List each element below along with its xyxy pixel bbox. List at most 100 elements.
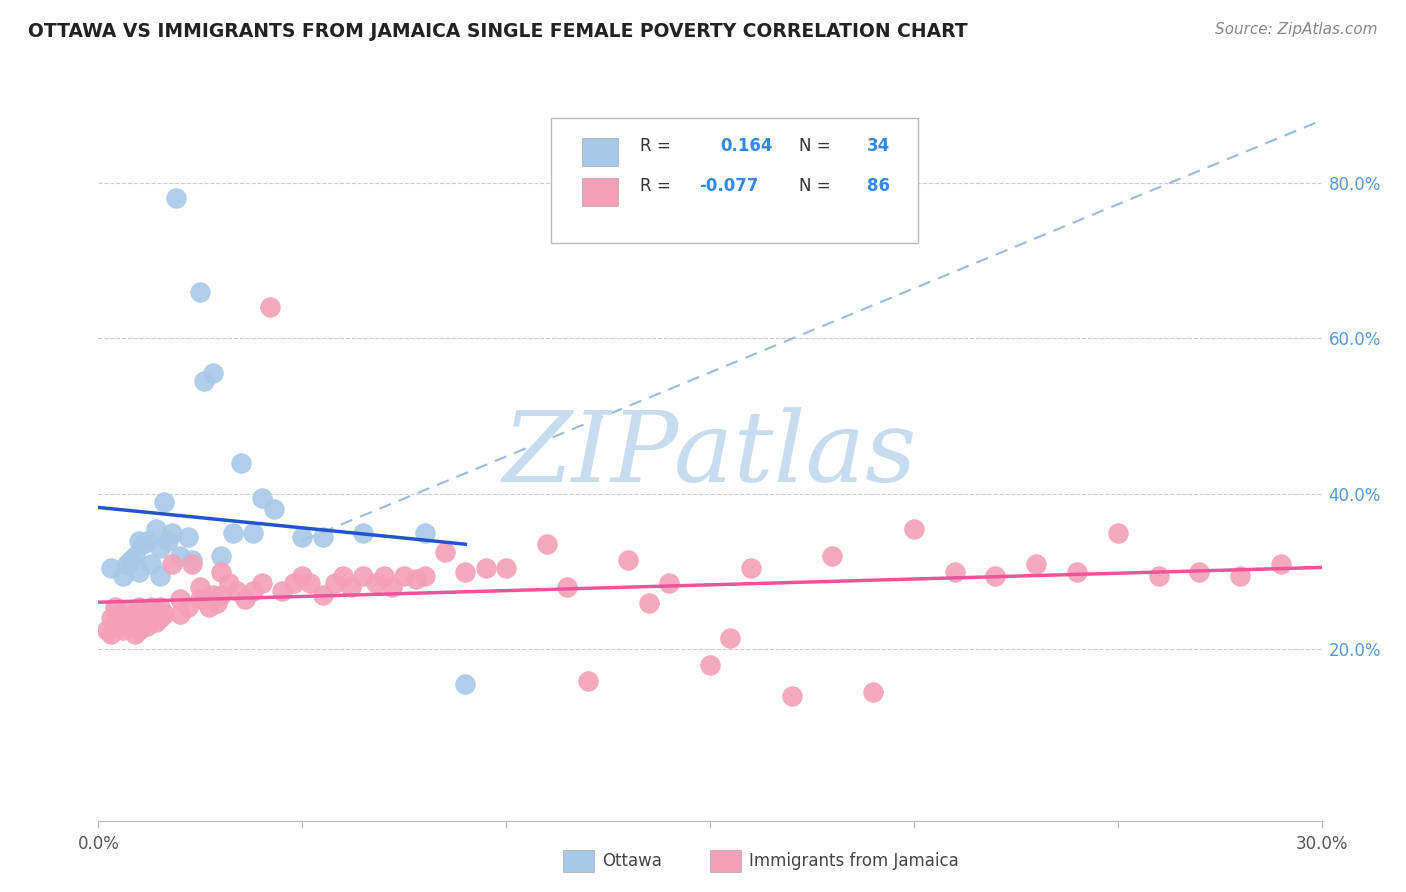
Point <box>188 580 212 594</box>
Point <box>291 568 314 582</box>
Point <box>1025 557 1047 571</box>
Point <box>720 631 742 645</box>
Point <box>259 300 281 314</box>
Point <box>576 673 599 688</box>
Point <box>181 553 204 567</box>
Point <box>413 568 436 582</box>
Point <box>111 568 134 582</box>
Text: 86: 86 <box>866 177 890 194</box>
Point <box>740 560 762 574</box>
Point <box>115 615 138 630</box>
Point <box>658 576 681 591</box>
Point <box>205 596 228 610</box>
Point <box>364 576 387 591</box>
Point <box>1188 565 1211 579</box>
Point <box>413 525 436 540</box>
Point <box>152 494 174 508</box>
Point <box>862 685 884 699</box>
Point <box>1147 568 1170 582</box>
Point <box>169 591 191 606</box>
Point <box>250 576 273 591</box>
Point <box>340 580 363 594</box>
FancyBboxPatch shape <box>551 119 918 243</box>
Bar <box>710 850 741 871</box>
Point <box>1066 565 1088 579</box>
Point <box>124 607 146 622</box>
Point <box>188 591 212 606</box>
Point <box>165 191 187 205</box>
Text: 34: 34 <box>866 136 890 154</box>
Point <box>263 502 285 516</box>
Point <box>218 576 240 591</box>
Point <box>124 627 146 641</box>
Text: -0.077: -0.077 <box>699 177 758 194</box>
Point <box>181 557 204 571</box>
Point <box>100 611 122 625</box>
Point <box>231 456 253 470</box>
Point <box>1270 557 1292 571</box>
Point <box>283 576 305 591</box>
Point <box>201 366 224 380</box>
Point <box>120 619 142 633</box>
Point <box>156 533 179 548</box>
Point <box>943 565 966 579</box>
Point <box>984 568 1007 582</box>
Point <box>332 568 354 582</box>
Point <box>197 599 219 614</box>
Point <box>104 615 127 630</box>
Text: Ottawa: Ottawa <box>602 852 662 870</box>
Point <box>209 549 232 563</box>
Point <box>495 560 517 574</box>
Point <box>149 599 172 614</box>
Point <box>111 611 134 625</box>
Point <box>128 533 150 548</box>
Point <box>454 565 477 579</box>
Point <box>638 596 661 610</box>
Point <box>169 607 191 622</box>
Point <box>474 560 498 574</box>
Point <box>352 525 374 540</box>
Point <box>780 689 803 703</box>
Point <box>120 553 142 567</box>
Point <box>111 623 134 637</box>
Point <box>160 557 183 571</box>
Text: Immigrants from Jamaica: Immigrants from Jamaica <box>749 852 959 870</box>
Point <box>250 491 273 505</box>
Point <box>108 619 131 633</box>
Point <box>177 599 200 614</box>
Point <box>128 565 150 579</box>
Point <box>242 584 264 599</box>
Point <box>381 580 404 594</box>
Point <box>136 533 159 548</box>
Point <box>821 549 844 563</box>
Bar <box>582 138 619 166</box>
Point <box>242 525 264 540</box>
Text: N =: N = <box>800 136 831 154</box>
Point <box>617 553 640 567</box>
Bar <box>564 850 593 871</box>
Text: R =: R = <box>640 136 671 154</box>
Point <box>132 607 155 622</box>
Point <box>323 576 346 591</box>
Point <box>128 623 150 637</box>
Point <box>104 599 127 614</box>
Text: R =: R = <box>640 177 671 194</box>
Point <box>699 658 721 673</box>
Point <box>115 557 138 571</box>
Text: N =: N = <box>800 177 831 194</box>
Point <box>226 584 249 599</box>
Point <box>373 568 395 582</box>
Point <box>209 588 232 602</box>
Point <box>141 557 163 571</box>
Point <box>405 573 427 587</box>
Point <box>108 607 131 622</box>
Point <box>312 530 335 544</box>
Point <box>188 285 212 299</box>
Point <box>291 530 314 544</box>
Point <box>222 525 245 540</box>
Text: OTTAWA VS IMMIGRANTS FROM JAMAICA SINGLE FEMALE POVERTY CORRELATION CHART: OTTAWA VS IMMIGRANTS FROM JAMAICA SINGLE… <box>28 22 967 41</box>
Point <box>149 611 172 625</box>
Point <box>152 607 174 622</box>
Point <box>536 537 558 551</box>
Point <box>145 615 167 630</box>
